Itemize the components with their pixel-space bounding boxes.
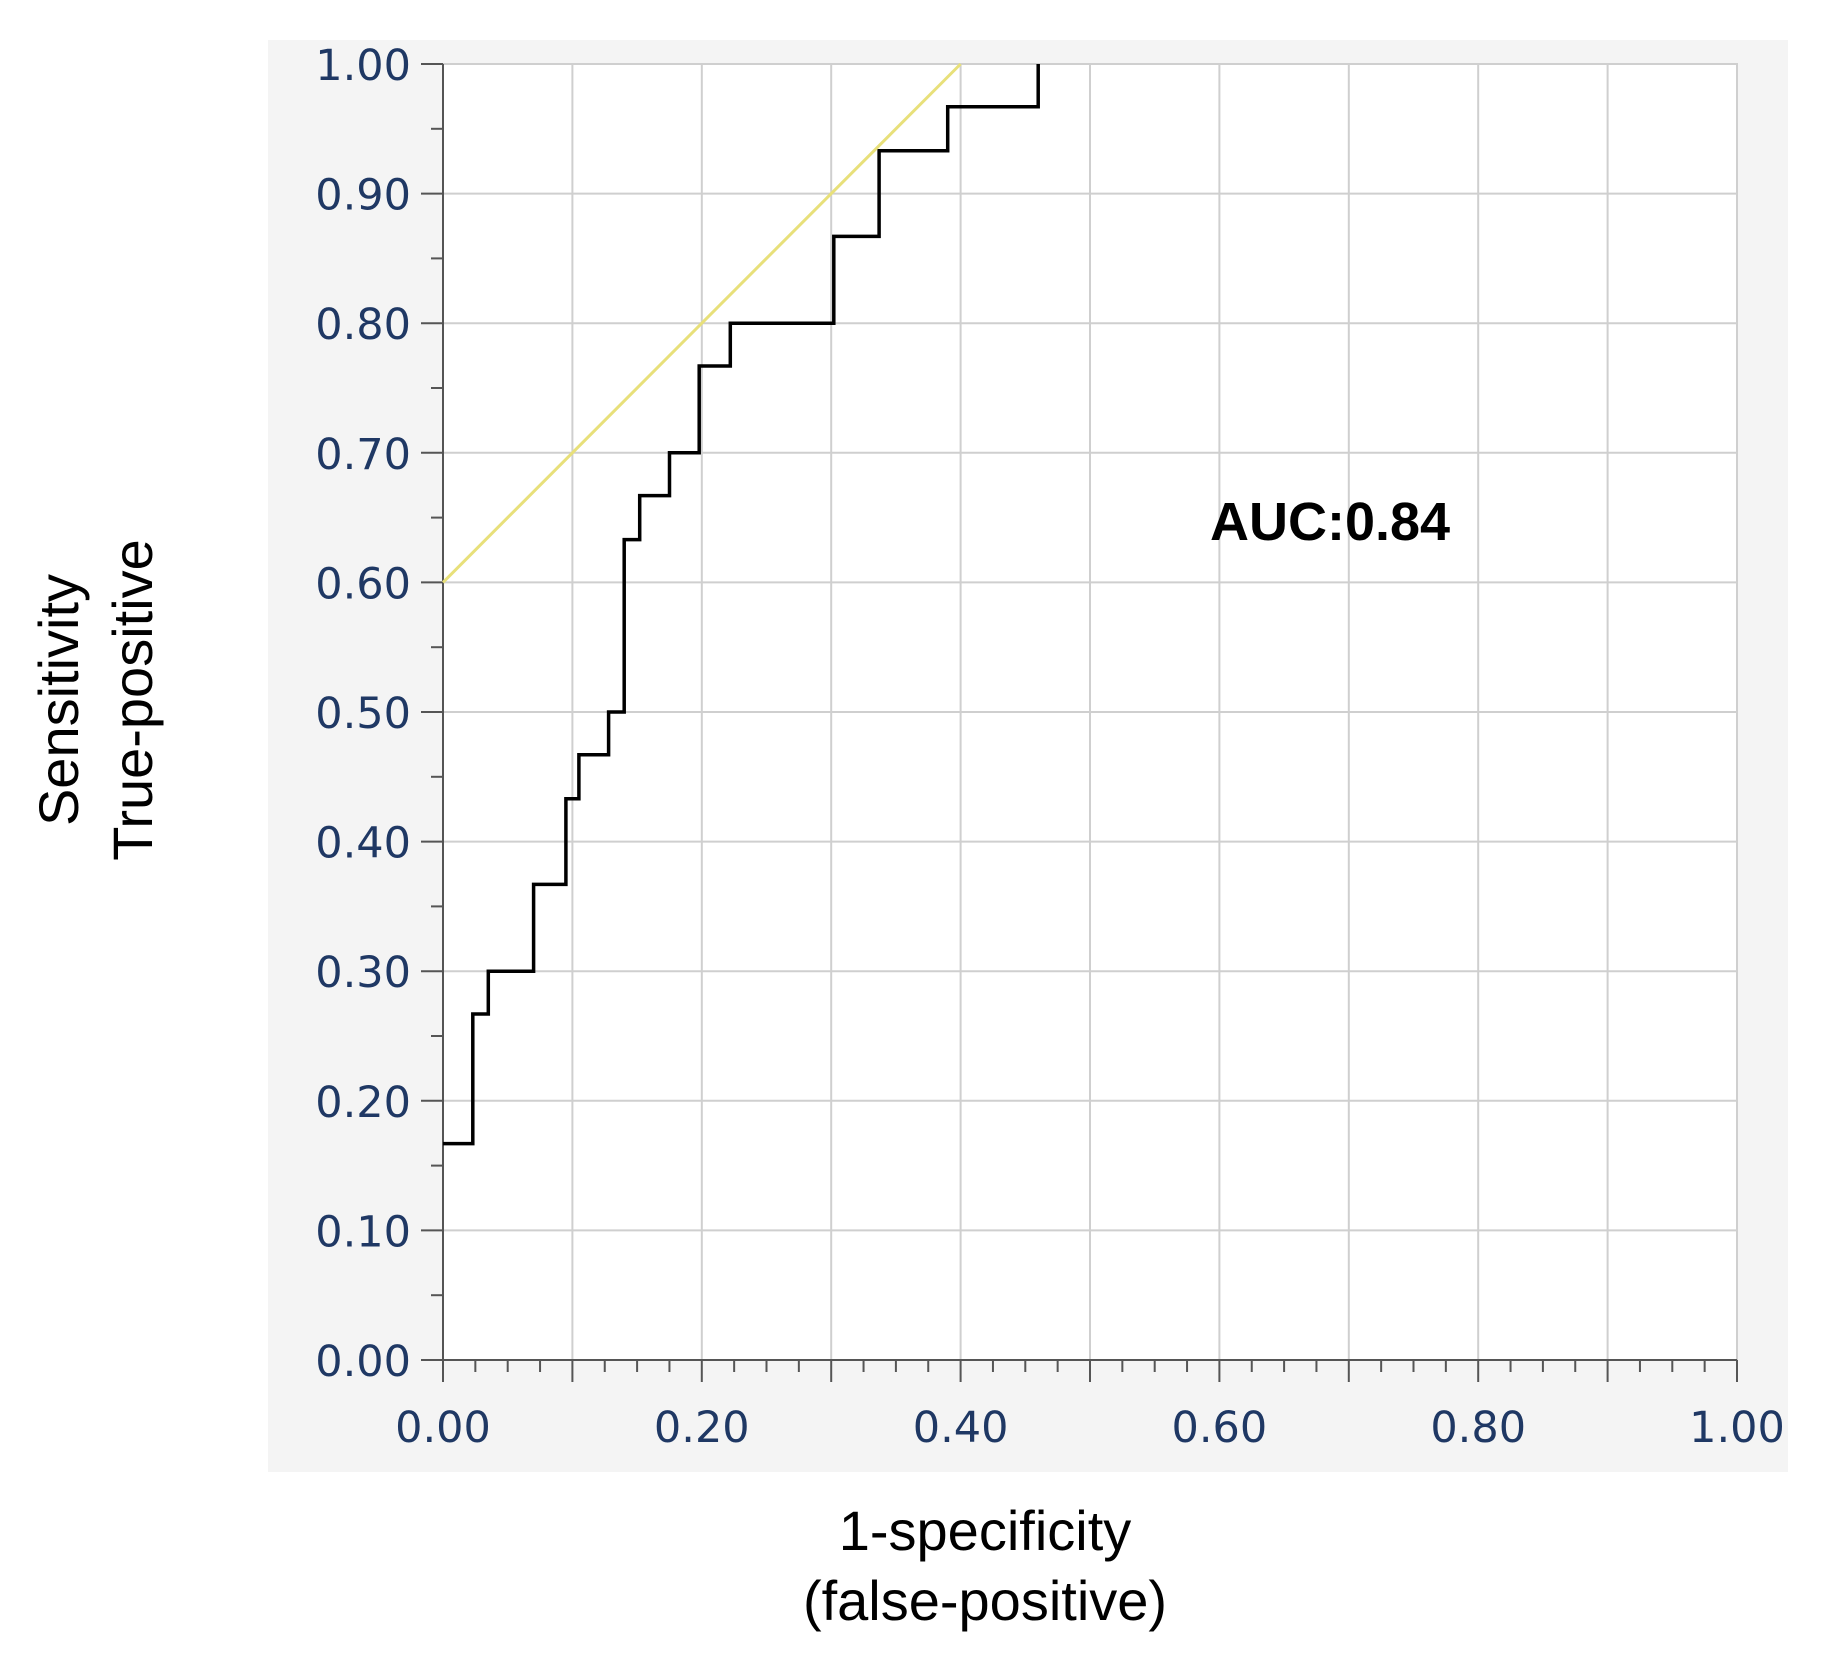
y-tick-label: 0.90 — [315, 171, 411, 221]
y-tick-label: 0.10 — [315, 1207, 411, 1257]
roc-curve — [443, 64, 1040, 1146]
y-axis-title-line-1: Sensitivity — [27, 574, 90, 826]
y-tick-label: 0.50 — [315, 689, 411, 739]
x-tick-labels: 0.00 0.20 0.40 0.60 0.80 1.00 — [395, 1403, 1785, 1453]
x-axis-title-line-2: (false-positive) — [803, 1569, 1167, 1632]
x-tick-label: 1.00 — [1689, 1403, 1785, 1453]
reference-line — [441, 62, 962, 584]
y-tick-labels: 0.00 0.10 0.20 0.30 0.40 0.50 0.60 0.70 0.80 0.90… — [315, 41, 411, 1387]
x-axis-title-line-1: 1-specificity — [839, 1499, 1132, 1562]
y-tick-label: 0.30 — [315, 948, 411, 998]
y-tick-label: 0.00 — [315, 1337, 411, 1387]
minor-ticks — [421, 63, 1738, 1382]
x-tick-label: 0.60 — [1172, 1403, 1268, 1453]
x-tick-label: 0.40 — [913, 1403, 1009, 1453]
x-tick-label: 0.20 — [654, 1403, 750, 1453]
y-tick-label: 0.60 — [315, 559, 411, 609]
y-axis-title-line-2: True-positive — [101, 539, 164, 861]
auc-annotation: AUC:0.84 — [1210, 492, 1450, 552]
x-tick-label: 0.00 — [395, 1403, 491, 1453]
series-group — [441, 62, 1040, 1146]
y-tick-label: 0.70 — [315, 430, 411, 480]
x-tick-label: 0.80 — [1430, 1403, 1526, 1453]
y-tick-label: 0.20 — [315, 1078, 411, 1128]
y-tick-label: 0.40 — [315, 819, 411, 869]
y-tick-label: 1.00 — [315, 41, 411, 91]
y-tick-label: 0.80 — [315, 300, 411, 350]
